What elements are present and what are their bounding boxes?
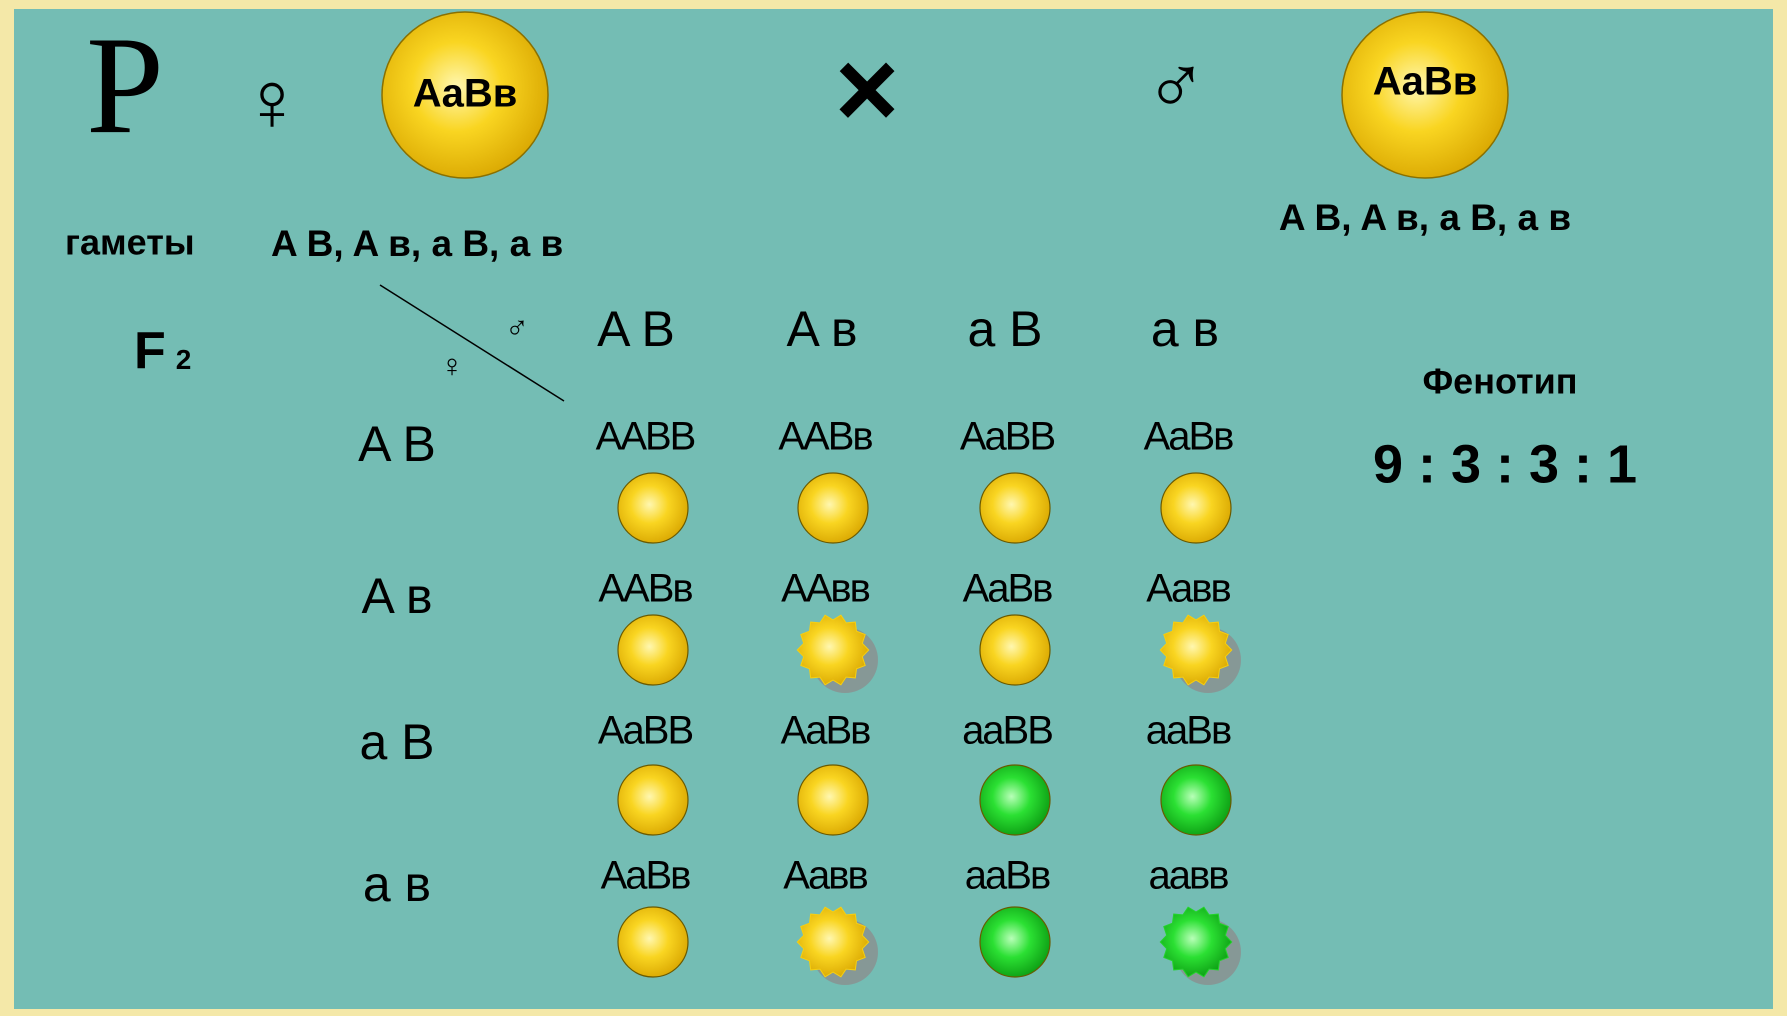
- cell-genotype: AABв: [598, 567, 692, 611]
- pea-smooth: [617, 614, 689, 686]
- cell-genotype: AaBв: [601, 854, 691, 898]
- cell-genotype: AaBв: [963, 567, 1053, 611]
- cell-genotype: aaBв: [1146, 709, 1231, 753]
- cell-genotype: AABB: [596, 415, 695, 459]
- pea-smooth: [979, 906, 1051, 978]
- corner-diagonal: [379, 284, 565, 402]
- cell-genotype: AaBB: [598, 709, 693, 753]
- punnett-grid: A B A в a B a в A B A в a B a в AABB AABв AaBB AaBв…: [358, 301, 1241, 985]
- cell-genotype: AABв: [778, 415, 872, 459]
- cell-genotype: Aaвв: [1146, 567, 1230, 611]
- pea-wrinkled: [796, 614, 870, 686]
- pea-smooth: [617, 906, 689, 978]
- f2-letter: F: [134, 322, 166, 380]
- pea-smooth: [617, 764, 689, 836]
- parent-pea: [1341, 11, 1509, 179]
- pea-smooth: [617, 472, 689, 544]
- pea-wrinkled: [1159, 614, 1233, 686]
- parent-pea: [381, 11, 549, 179]
- column-header: A в: [786, 301, 857, 357]
- pea-smooth: [979, 472, 1051, 544]
- male-symbol: ♂: [1145, 38, 1208, 132]
- phenotype-label: Фенотип: [1422, 361, 1577, 402]
- corner-female: ♀: [440, 347, 464, 383]
- cell-genotype: Aaвв: [783, 854, 867, 898]
- cell-genotype: aaвв: [1149, 854, 1229, 898]
- p-letter: P: [86, 8, 164, 163]
- pea-smooth: [979, 764, 1051, 836]
- background: [14, 9, 1773, 1009]
- row-header: A в: [361, 568, 432, 624]
- cell-genotype: AaBB: [960, 415, 1055, 459]
- column-header: A B: [597, 301, 675, 357]
- cell-genotype: aaBв: [965, 854, 1050, 898]
- pea-smooth: [797, 764, 869, 836]
- female-symbol: ♀: [241, 54, 304, 148]
- column-header: a в: [1151, 301, 1219, 357]
- pea-smooth: [797, 472, 869, 544]
- cell-genotype: AAвв: [781, 567, 870, 611]
- pea-smooth: [979, 614, 1051, 686]
- pea-smooth: [1160, 764, 1232, 836]
- male-gametes: A B, A в, a B, a в: [1279, 197, 1571, 238]
- parent-genotype: AaBв: [1373, 60, 1478, 104]
- pea-wrinkled: [1159, 906, 1233, 978]
- cross-symbol: ×: [835, 28, 899, 151]
- cell-genotype: AaBв: [781, 709, 871, 753]
- row-header: a B: [359, 714, 434, 770]
- row-header: a в: [363, 856, 431, 912]
- cell-genotype: AaBв: [1144, 415, 1234, 459]
- phenotype-ratio: 9 : 3 : 3 : 1: [1373, 434, 1637, 494]
- parent-genotype: AaBв: [413, 72, 518, 116]
- cell-genotype: aaBB: [962, 709, 1052, 753]
- f2-subscript: 2: [176, 344, 192, 375]
- pea-smooth: [1160, 472, 1232, 544]
- column-header: a B: [967, 301, 1042, 357]
- row-header: A B: [358, 416, 436, 472]
- female-gametes: A B, A в, a B, a в: [271, 223, 563, 264]
- pea-wrinkled: [796, 906, 870, 978]
- corner-male: ♂: [505, 309, 529, 345]
- gametes-label: гаметы: [65, 222, 195, 263]
